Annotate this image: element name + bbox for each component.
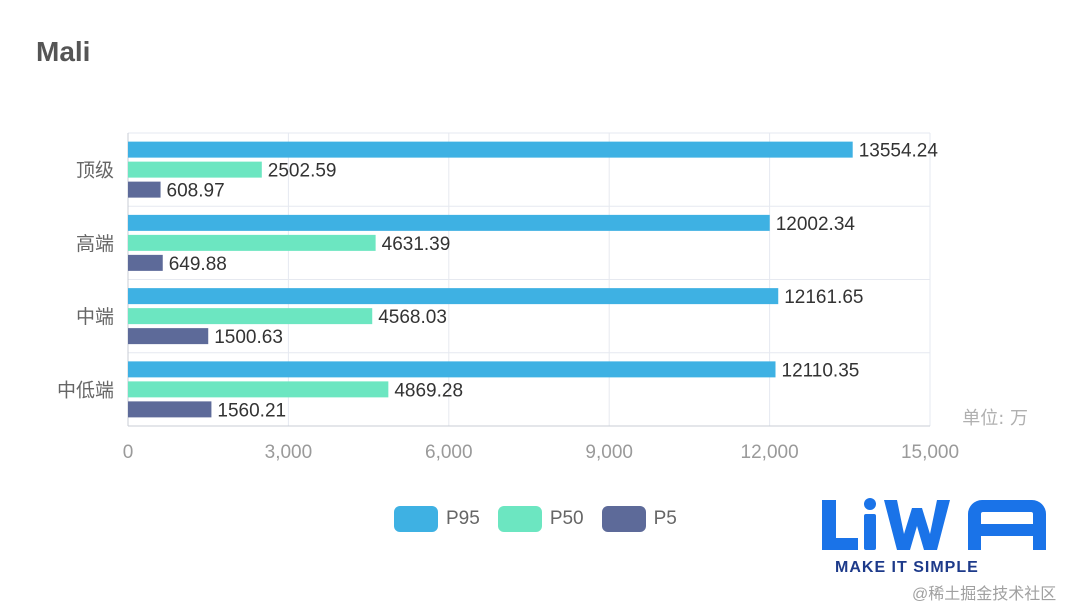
x-tick-label: 9,000 [585, 442, 633, 463]
bar-value-label: 4869.28 [394, 380, 463, 401]
legend-swatch-p50 [497, 506, 542, 532]
bar-p95 [128, 141, 853, 158]
bar-p5 [128, 401, 212, 418]
bar-p95 [128, 214, 770, 231]
y-category-label: 顶级 [76, 160, 114, 182]
bar-p5 [128, 328, 209, 345]
chart-title: Mali [36, 36, 91, 67]
legend-label-p50: P50 [549, 508, 584, 529]
bar-p5 [128, 181, 161, 198]
x-tick-label: 12,000 [741, 442, 799, 463]
legend-item-p5[interactable]: P5 [601, 506, 677, 532]
legend-item-p50[interactable]: P50 [497, 506, 584, 532]
y-category-label: 中端 [76, 306, 114, 328]
bar-p50 [128, 308, 373, 325]
legend-swatch-p95 [394, 506, 438, 532]
bar-p50 [128, 381, 389, 398]
bar-value-label: 4568.03 [378, 307, 447, 328]
x-tick-label: 0 [123, 442, 134, 463]
bar-p95 [128, 288, 779, 305]
bar-value-label: 2502.59 [268, 161, 337, 182]
bar-p50 [128, 234, 376, 251]
x-tick-label: 15,000 [901, 442, 959, 463]
chart-legend: P95 P50 P5 [394, 506, 677, 532]
bar-value-label: 1560.21 [217, 400, 286, 421]
bar-value-label: 649.88 [169, 254, 227, 275]
legend-label-p5: P5 [653, 508, 677, 529]
bar-value-label: 12161.65 [784, 287, 863, 308]
legend-item-p95[interactable]: P95 [394, 506, 480, 532]
bar-value-label: 608.97 [167, 181, 225, 202]
y-category-label: 高端 [76, 233, 114, 255]
legend-swatch-p5 [601, 506, 646, 532]
legend-label-p95: P95 [446, 508, 480, 529]
logo-tagline: MAKE IT SIMPLE [835, 559, 979, 576]
bar-value-label: 12110.35 [782, 360, 860, 381]
watermark-text: @稀土掘金技术社区 [912, 586, 1057, 603]
bar-value-label: 1500.63 [214, 327, 283, 348]
liwa-logo [822, 498, 1046, 550]
bar-p95 [128, 361, 776, 378]
x-tick-label: 3,000 [265, 442, 313, 463]
x-tick-label: 6,000 [425, 442, 473, 463]
bar-value-label: 4631.39 [382, 234, 451, 255]
bar-p50 [128, 161, 262, 178]
bar-p5 [128, 254, 163, 271]
bar-value-label: 12002.34 [776, 214, 856, 235]
y-category-label: 中低端 [57, 379, 114, 401]
unit-label: 单位: 万 [962, 408, 1028, 429]
bar-value-label: 13554.24 [859, 141, 939, 162]
